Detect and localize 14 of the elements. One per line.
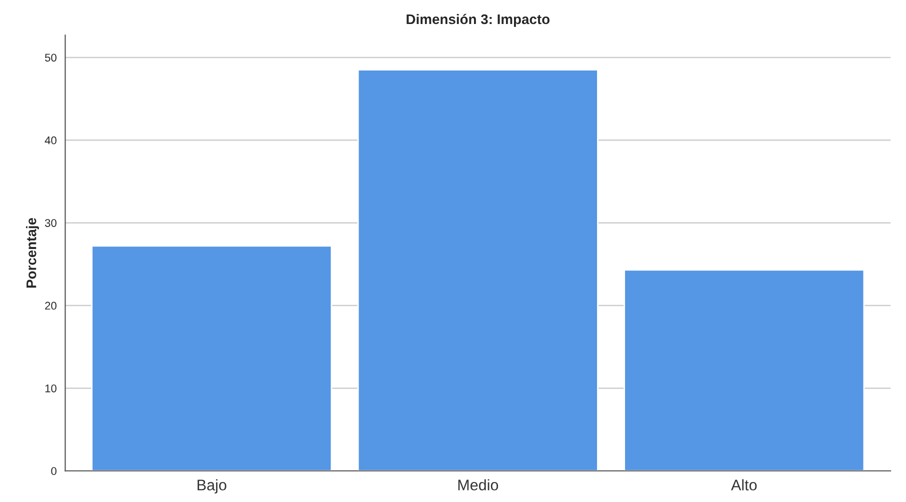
y-tick-label: 40 — [44, 136, 56, 144]
chart-title: Dimensión 3: Impacto — [406, 14, 550, 27]
x-tick-label: Bajo — [198, 479, 226, 494]
y-tick-label: 30 — [44, 219, 56, 227]
y-tick-label: 20 — [45, 302, 56, 310]
bar — [91, 245, 332, 471]
x-tick-label: Medio — [458, 479, 498, 490]
x-tick-label: Alto — [731, 479, 757, 490]
y-axis-title: Porcentaje — [26, 218, 39, 288]
y-tick-label: 10 — [45, 384, 56, 392]
bar — [624, 269, 865, 471]
y-tick-label: 50 — [44, 54, 56, 62]
bar — [357, 69, 598, 471]
y-tick-label: 0 — [51, 467, 56, 476]
